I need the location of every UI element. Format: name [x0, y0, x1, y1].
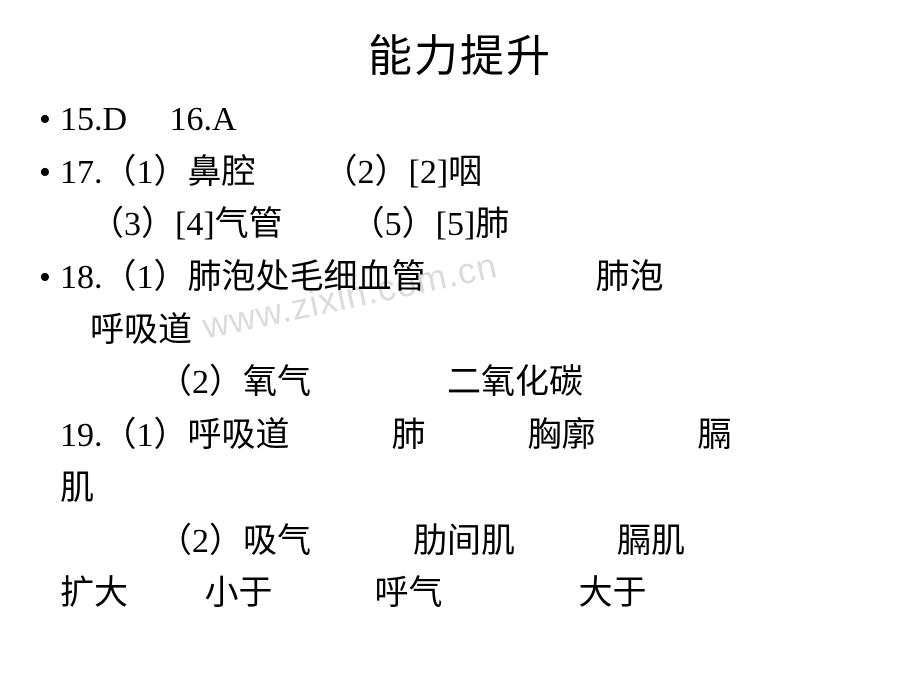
bullet-icon: •	[30, 252, 60, 305]
text-17a: 17.（1）鼻腔 （2）[2]咽	[60, 154, 482, 191]
content-area: •15.D 16.A •17.（1）鼻腔 （2）[2]咽 （3）[4]气管 （5…	[0, 94, 920, 621]
page-title: 能力提升	[0, 0, 920, 94]
line-19a: 19.（1）呼吸道 肺 胸廓 膈	[30, 410, 890, 463]
line-17a: •17.（1）鼻腔 （2）[2]咽	[30, 147, 890, 200]
line-19b: （2）吸气 肋间肌 膈肌	[30, 516, 890, 569]
text-19a: 19.（1）呼吸道 肺 胸廓 膈	[60, 417, 732, 454]
text-18c: （2）氧气 二氧化碳	[90, 364, 583, 401]
bullet-icon: •	[30, 94, 60, 147]
text-19c: 扩大 小于 呼气 大于	[60, 575, 647, 612]
text-18a: 18.（1）肺泡处毛细血管 肺泡	[60, 259, 664, 296]
line-18b: 呼吸道	[30, 305, 890, 358]
line-18a: •18.（1）肺泡处毛细血管 肺泡	[30, 252, 890, 305]
text-19a2: 肌	[60, 470, 94, 507]
text-18b: 呼吸道	[90, 312, 192, 349]
text-19b: （2）吸气 肋间肌 膈肌	[90, 523, 685, 560]
text-15-16: 15.D 16.A	[60, 101, 237, 138]
bullet-icon: •	[30, 147, 60, 200]
line-19c: 扩大 小于 呼气 大于	[30, 568, 890, 621]
line-18c: （2）氧气 二氧化碳	[30, 357, 890, 410]
line-19a2: 肌	[30, 463, 890, 516]
line-17b: （3）[4]气管 （5）[5]肺	[30, 199, 890, 252]
line-15-16: •15.D 16.A	[30, 94, 890, 147]
text-17b: （3）[4]气管 （5）[5]肺	[90, 206, 509, 243]
